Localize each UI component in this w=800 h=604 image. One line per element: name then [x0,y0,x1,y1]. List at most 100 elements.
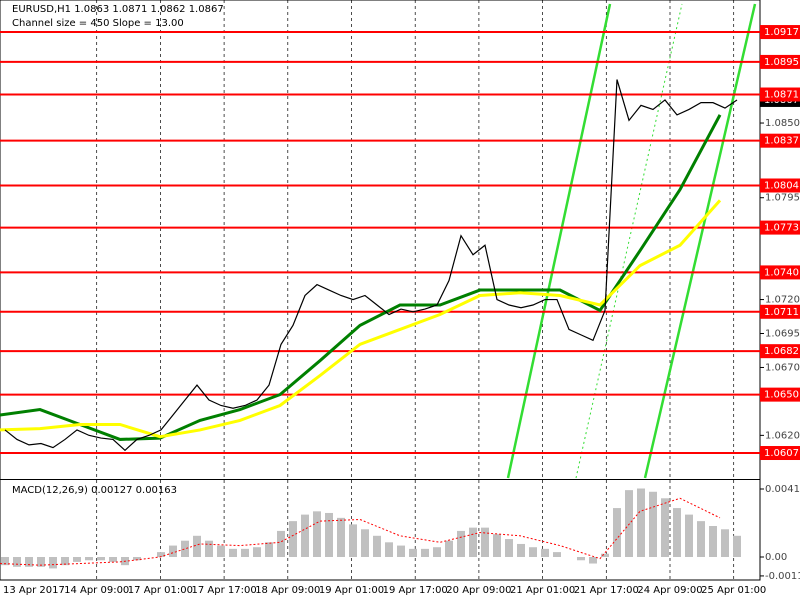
macd-bar [289,521,297,558]
macd-bar [649,491,657,558]
macd-bar [721,529,729,558]
macd-bar [109,557,117,562]
level-box [760,25,800,40]
macd-bar [697,521,705,558]
macd-bar [361,529,369,558]
moving-average [0,199,722,439]
macd-bar [433,547,441,558]
macd-bar [85,557,93,561]
macd-bar [229,548,237,558]
y-tick-label: 1.0620 [765,430,800,441]
macd-bar [577,557,585,561]
macd-bar [469,527,477,558]
macd-bar [517,543,525,558]
macd-bar [217,545,225,558]
macd-bar [553,552,561,558]
macd-bar [613,508,621,558]
level-label: 1.0871 [764,90,799,101]
level-box [760,344,800,359]
plot-frame [0,0,761,581]
macd-bar [277,530,285,558]
level-label: 1.0682 [764,346,799,357]
level-label: 1.0740 [764,267,799,278]
macd-bar [541,548,549,558]
macd-bar [73,557,81,562]
macd-bar [1,557,9,566]
x-tick-label: 17 Apr 01:00 [128,585,193,596]
level-label: 1.0837 [764,136,799,147]
channel-line [506,3,612,479]
macd-bar [313,511,321,558]
y-tick-label: 1.0695 [765,329,800,340]
macd-bar [505,539,513,558]
macd-y-tick-label: 0.00 [765,552,787,563]
x-tick-label: 21 Apr 01:00 [510,585,575,596]
macd-signal [0,497,721,566]
macd-bar [205,540,213,558]
x-tick-label: 21 Apr 17:00 [574,585,639,596]
macd-bar [589,557,597,564]
macd-bar [13,557,21,567]
macd-bar [193,535,201,558]
level-box [760,304,800,319]
macd-bar [37,557,45,567]
macd-title: MACD(12,26,9) 0.00127 0.00163 [12,485,177,496]
macd-bar [169,545,177,558]
x-tick-label: 25 Apr 01:00 [701,585,766,596]
macd-bar [133,557,141,561]
macd-bar [397,545,405,558]
macd-bar [301,514,309,558]
level-box [760,265,800,280]
macd-bar [61,557,69,566]
y-tick-label: 1.0670 [765,362,800,373]
x-tick-label: 13 Apr 2017 [3,585,65,596]
macd-bar [253,547,261,558]
macd-bar [493,534,501,558]
level-box [760,133,800,148]
x-tick-label: 19 Apr 01:00 [319,585,384,596]
macd-bar [265,542,273,558]
macd-bar [241,548,249,558]
level-label: 1.0804 [764,180,799,191]
macd-y-tick-label: 0.00417 [765,484,800,495]
level-box [760,178,800,193]
macd-bar [529,547,537,558]
level-box [760,220,800,235]
y-tick-label: 1.0720 [765,295,800,306]
macd-bar [25,557,33,567]
level-label: 1.0895 [764,57,799,68]
level-box [760,87,800,102]
macd-bar [181,540,189,558]
moving-average [0,114,722,441]
macd-bar [157,552,165,558]
symbol-line: EURUSD,H1 1.0863 1.0871 1.0862 1.0867 [12,4,224,15]
x-tick-label: 17 Apr 17:00 [191,585,256,596]
level-box [760,446,800,461]
macd-bar [421,548,429,558]
macd-bar [373,535,381,558]
price-line [4,79,738,452]
channel-info: Channel size = 450 Slope = 13.00 [12,18,184,29]
macd-bar [637,488,645,558]
x-tick-label: 20 Apr 09:00 [446,585,511,596]
y-tick-label: 1.0795 [765,193,800,204]
level-box [760,54,800,69]
macd-bar [625,490,633,558]
y-tick-label: 1.0850 [765,118,800,129]
macd-bar [661,498,669,558]
macd-bar [445,540,453,558]
level-label: 1.0650 [764,390,799,401]
macd-y-tick-label: -0.00116 [765,571,800,582]
x-tick-label: 24 Apr 09:00 [637,585,702,596]
x-tick-label: 18 Apr 09:00 [255,585,320,596]
channel-mid-line [575,3,683,479]
macd-bar [385,542,393,558]
macd-bar [673,508,681,558]
x-tick-label: 14 Apr 09:00 [64,585,129,596]
macd-bar [49,557,57,569]
macd-bar [349,524,357,558]
macd-bar [337,517,345,558]
macd-bar [733,535,741,558]
macd-bar [97,557,105,561]
